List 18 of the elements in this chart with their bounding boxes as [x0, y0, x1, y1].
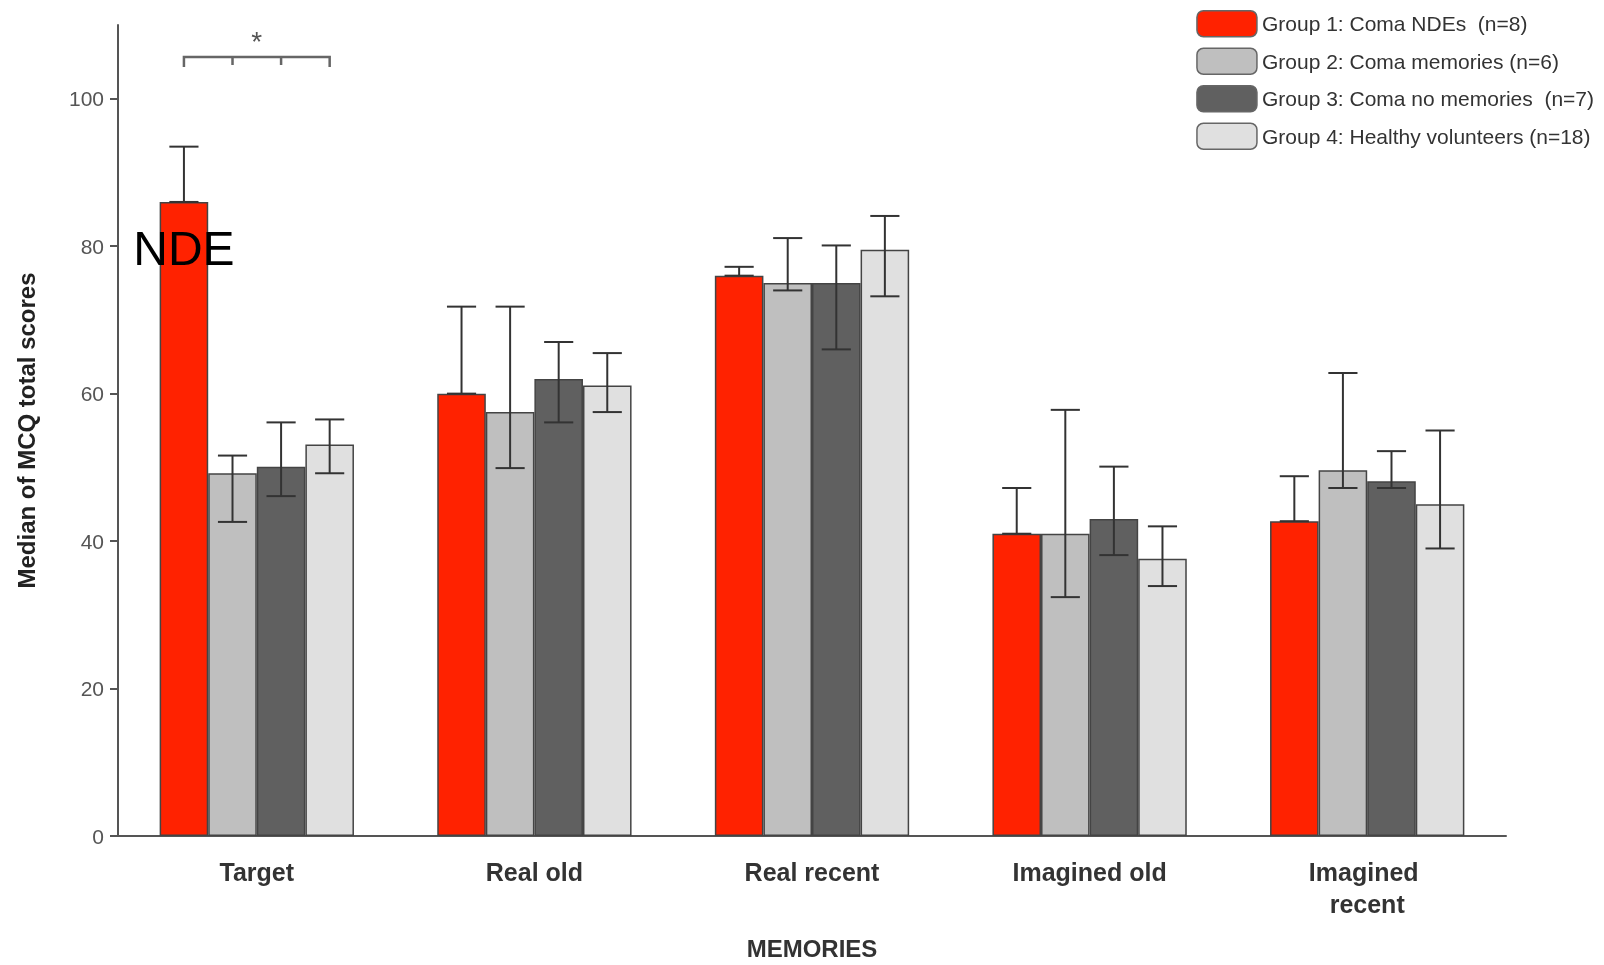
x-tick-label: Imagined recent [1308, 858, 1426, 918]
y-tick-label: 100 [68, 87, 104, 111]
x-tick-label: Target [219, 858, 295, 886]
x-tick-label: Real recent [744, 858, 881, 886]
x-tick-label: Imagined old [1012, 858, 1167, 886]
y-axis-title: Median of MCQ total scores [12, 272, 40, 589]
y-tick-label: 0 [92, 824, 104, 848]
y-tick-label: 40 [80, 529, 104, 553]
x-axis-title: MEMORIES [746, 934, 878, 962]
legend-label: Group 3: Coma no memories (n=7) [1261, 87, 1595, 111]
x-tick-label: Real old [485, 858, 584, 886]
y-tick-label: 80 [80, 234, 104, 258]
legend-label: Group 2: Coma memories (n=6) [1261, 49, 1559, 73]
y-tick-label: 20 [80, 677, 104, 701]
legend-label: Group 4: Healthy volunteers (n=18) [1261, 124, 1591, 148]
legend-label: Group 1: Coma NDEs (n=8) [1261, 12, 1528, 36]
y-tick-label: 60 [80, 382, 104, 406]
annotation: * [251, 26, 263, 57]
